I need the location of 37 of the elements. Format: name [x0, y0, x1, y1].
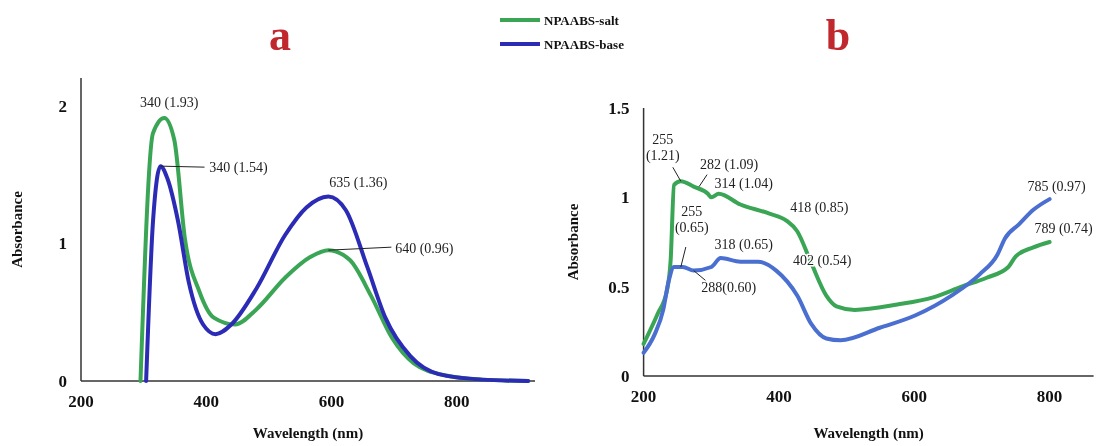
annotation: 255 (0.65) — [674, 204, 710, 237]
x-tick-label: 800 — [1036, 387, 1063, 406]
line-series — [144, 164, 531, 383]
annotation: 635 (1.36) — [329, 175, 388, 192]
annotation: 340 (1.93) — [140, 94, 199, 111]
chart-title: b — [825, 11, 851, 60]
annotation: 340 (1.54) — [209, 160, 269, 177]
y-tick-label: 1 — [621, 188, 630, 208]
y-tick-label: 0 — [58, 372, 67, 391]
x-tick-label: 200 — [68, 392, 94, 411]
x-tick-label: 600 — [318, 392, 345, 411]
y-axis-title: Absorbance — [9, 190, 25, 268]
x-tick-label: 800 — [443, 392, 470, 411]
y-tick-label: 2 — [58, 96, 67, 116]
annotation: 314 (1.04) — [714, 175, 774, 192]
annotation: 785 (0.97) — [1027, 179, 1087, 196]
annotation: 640 (0.96) — [395, 241, 454, 258]
annotation: 282 (1.09) — [699, 156, 759, 173]
annotation: 318 (0.65) — [714, 237, 774, 254]
chart-title: a — [269, 11, 291, 60]
legend-label: NPAABS-salt — [544, 13, 620, 28]
x-axis-title: Wavelength (nm) — [252, 425, 364, 442]
y-tick-label: 1.5 — [608, 99, 630, 118]
x-tick-label: 600 — [901, 387, 928, 406]
x-tick-label: 400 — [766, 387, 792, 406]
y-tick-label: 1 — [58, 234, 67, 254]
annotation: 288(0.60) — [701, 279, 757, 296]
y-tick-label: 0.5 — [608, 277, 630, 297]
x-tick-label: 400 — [193, 392, 219, 411]
x-tick-label: 200 — [630, 387, 657, 406]
x-axis-title: Wavelength (nm) — [813, 425, 924, 442]
legend-label: NPAABS-base — [544, 37, 625, 52]
annotation: 418 (0.85) — [790, 199, 849, 216]
y-tick-label: 0 — [621, 367, 630, 386]
annotation: 789 (0.74) — [1034, 221, 1094, 237]
y-axis-title: Absorbance — [565, 203, 581, 281]
annotation: 255 (1.21) — [645, 132, 681, 165]
